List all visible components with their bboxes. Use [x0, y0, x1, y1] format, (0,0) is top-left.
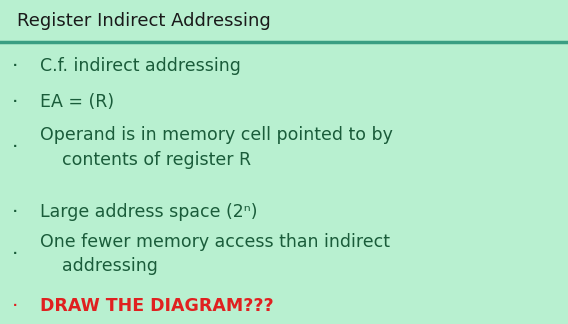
Text: EA = (R): EA = (R): [40, 93, 114, 111]
Text: ·: ·: [12, 245, 19, 264]
Text: ·: ·: [12, 57, 19, 76]
Text: Operand is in memory cell pointed to by
    contents of register R: Operand is in memory cell pointed to by …: [40, 126, 392, 168]
Text: ·: ·: [12, 203, 19, 222]
Text: Register Indirect Addressing: Register Indirect Addressing: [17, 12, 271, 30]
Text: ·: ·: [12, 297, 19, 316]
Text: C.f. indirect addressing: C.f. indirect addressing: [40, 57, 241, 75]
Text: ·: ·: [12, 93, 19, 111]
Text: Large address space (2ⁿ): Large address space (2ⁿ): [40, 203, 257, 221]
Text: DRAW THE DIAGRAM???: DRAW THE DIAGRAM???: [40, 297, 273, 315]
Text: One fewer memory access than indirect
    addressing: One fewer memory access than indirect ad…: [40, 233, 390, 275]
Text: ·: ·: [12, 138, 19, 157]
